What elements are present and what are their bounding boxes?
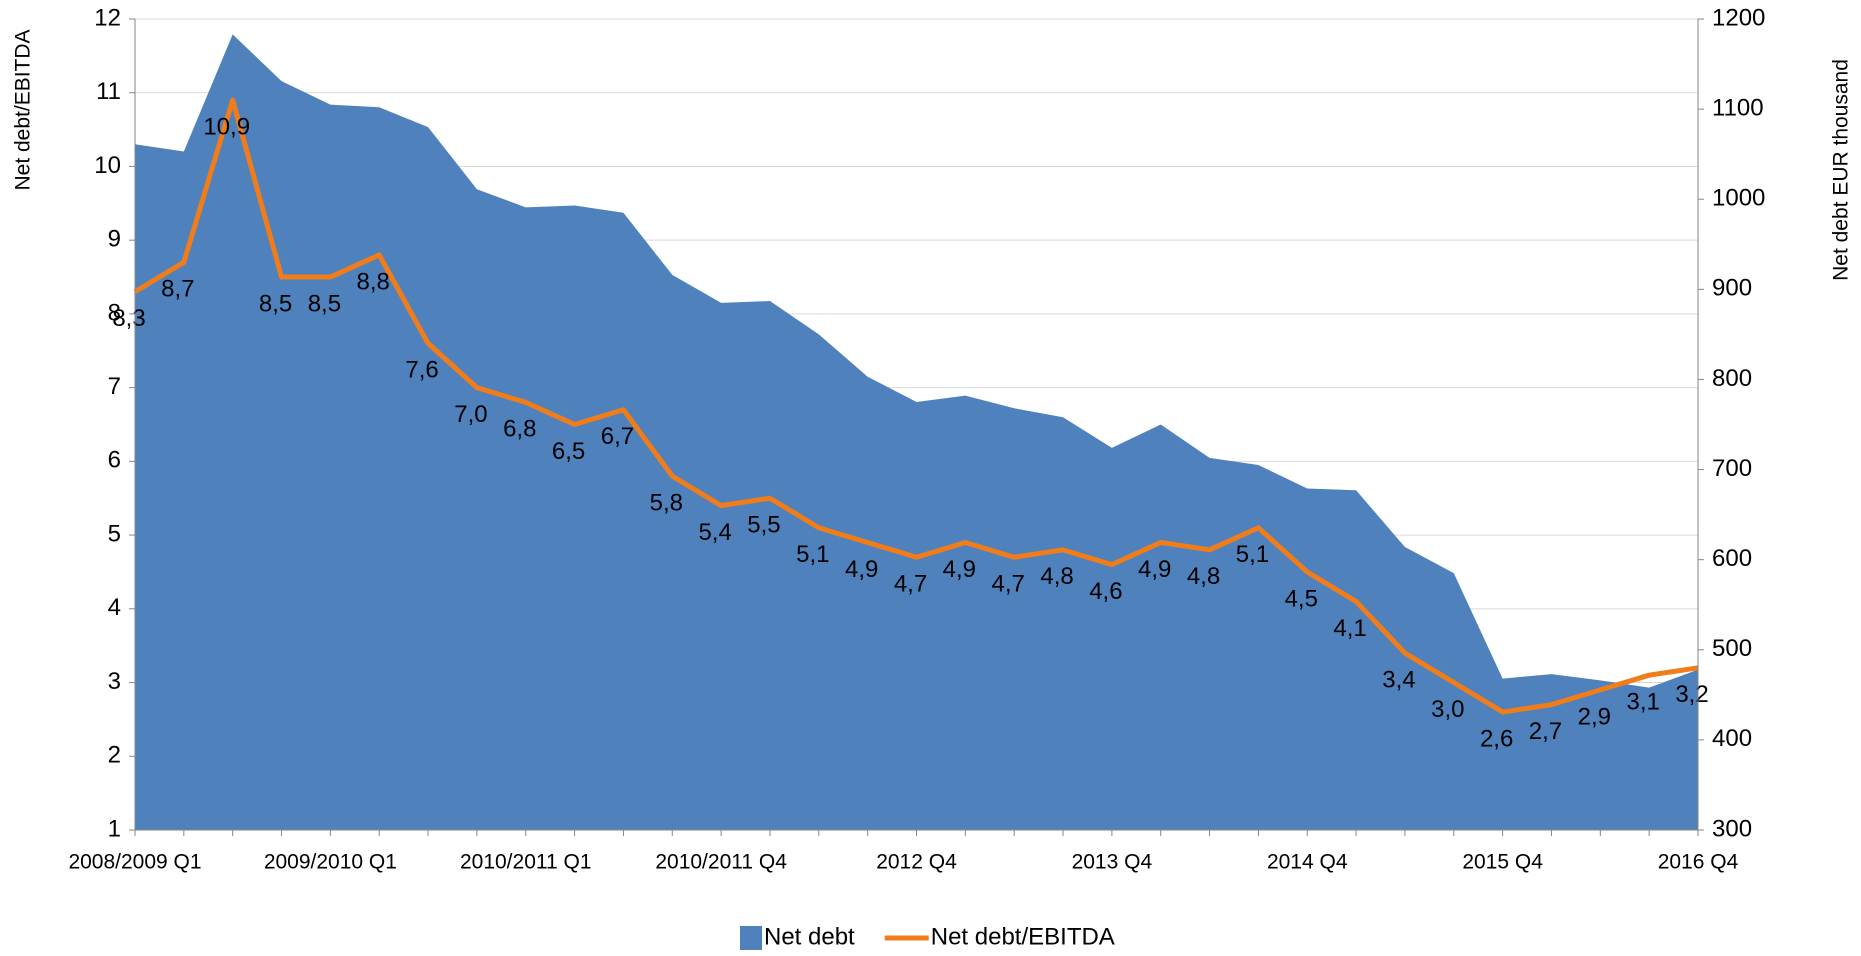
data-label: 8,7	[161, 276, 194, 303]
y2-tick-label: 800	[1712, 365, 1752, 392]
y2-tick-label: 900	[1712, 275, 1752, 302]
x-tick-label: 2015 Q4	[1462, 851, 1543, 874]
y-tick-label: 11	[96, 78, 121, 105]
y-tick-label: 9	[108, 226, 121, 253]
legend-swatch	[740, 926, 762, 950]
data-label: 4,9	[845, 556, 878, 583]
data-label: 6,5	[552, 438, 585, 465]
data-label: 8,5	[259, 290, 292, 317]
data-label: 8,8	[357, 268, 390, 295]
x-tick-label: 2014 Q4	[1267, 851, 1348, 874]
data-label: 5,1	[796, 541, 829, 568]
data-label: 4,1	[1333, 615, 1366, 642]
data-label: 3,1	[1626, 689, 1659, 716]
data-label: 4,9	[1138, 556, 1171, 583]
y2-axis-title: Net debt EUR thousand	[1830, 59, 1853, 281]
data-label: 3,2	[1675, 681, 1708, 708]
data-label: 6,7	[601, 423, 634, 450]
y-tick-label: 4	[108, 594, 121, 621]
data-label: 6,8	[503, 416, 536, 443]
y2-tick-label: 500	[1712, 635, 1752, 662]
data-label: 2,6	[1480, 725, 1513, 752]
data-label: 4,9	[943, 556, 976, 583]
data-label: 4,8	[1187, 563, 1220, 590]
y-tick-label: 1	[108, 815, 121, 842]
x-tick-label: 2013 Q4	[1072, 851, 1153, 874]
data-label: 2,7	[1529, 718, 1562, 745]
y-tick-label: 3	[108, 668, 121, 695]
legend-label: Net debt/EBITDA	[931, 923, 1115, 950]
data-label: 8,3	[112, 305, 145, 332]
data-label: 5,8	[650, 489, 683, 516]
x-tick-label: 2016 Q4	[1658, 851, 1739, 874]
y2-tick-label: 1200	[1712, 4, 1765, 31]
data-label: 7,6	[405, 357, 438, 384]
data-label: 7,0	[454, 401, 487, 428]
data-label: 2,9	[1578, 703, 1611, 730]
y-tick-label: 12	[94, 4, 121, 31]
line	[133, 97, 1699, 715]
data-label: 4,5	[1285, 585, 1318, 612]
area	[135, 34, 1698, 830]
data-label: 8,5	[308, 290, 341, 317]
y2-tick-label: 300	[1712, 815, 1752, 842]
data-label: 10,9	[203, 113, 250, 140]
x-tick-label: 2012 Q4	[876, 851, 957, 874]
data-label: 5,4	[698, 519, 731, 546]
x-tick-label: 2009/2010 Q1	[264, 851, 397, 874]
data-label: 3,4	[1382, 666, 1415, 693]
data-label: 3,0	[1431, 696, 1464, 723]
data-label: 5,1	[1236, 541, 1269, 568]
data-label: 5,5	[747, 512, 780, 539]
y-tick-label: 10	[94, 152, 121, 179]
y-tick-label: 5	[108, 520, 121, 547]
y-tick-label: 2	[108, 742, 121, 769]
x-tick-label: 2010/2011 Q4	[655, 851, 787, 874]
y2-tick-label: 400	[1712, 725, 1752, 752]
data-label: 4,7	[894, 571, 927, 598]
data-label: 4,8	[1040, 563, 1073, 590]
legend-label: Net debt	[764, 923, 855, 950]
data-label: 4,6	[1089, 578, 1122, 605]
y2-tick-label: 600	[1712, 545, 1752, 572]
y-axis-title: Net debt/EBITDA	[12, 29, 35, 190]
y-tick-label: 7	[108, 373, 121, 400]
y2-tick-label: 1000	[1712, 185, 1765, 212]
data-label: 4,7	[992, 571, 1025, 598]
y2-tick-label: 1100	[1712, 94, 1764, 121]
x-tick-label: 2010/2011 Q1	[460, 851, 592, 874]
x-tick-label: 2008/2009 Q1	[68, 851, 201, 874]
y-tick-label: 6	[108, 447, 121, 474]
y-tick-label: 8	[108, 299, 121, 326]
y2-tick-label: 700	[1712, 455, 1752, 482]
